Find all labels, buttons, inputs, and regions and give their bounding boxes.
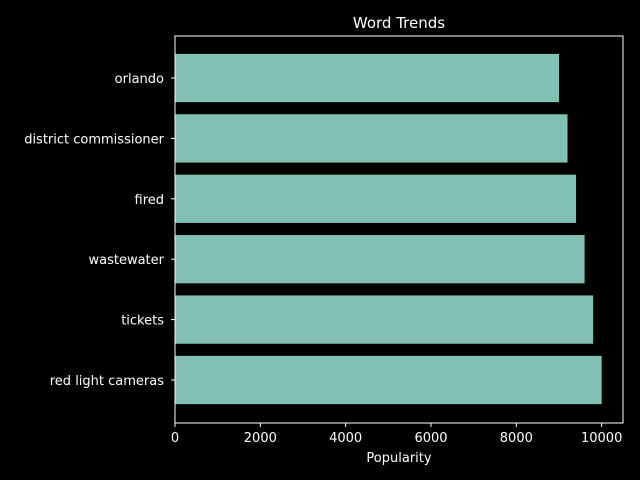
bar <box>175 114 568 163</box>
y-tick-label: district commissioner <box>24 132 164 147</box>
chart-title: Word Trends <box>353 14 445 32</box>
bar <box>175 174 577 223</box>
y-tick-label: orlando <box>115 72 164 87</box>
y-tick-labels: orlando district commissioner fired wastewa… <box>24 72 175 389</box>
bars-group <box>175 53 602 405</box>
y-tick-label: tickets <box>121 314 164 329</box>
bar <box>175 53 559 103</box>
x-tick-label: 2000 <box>244 431 277 446</box>
x-axis-label: Popularity <box>366 451 431 466</box>
x-axis-ticks: 0 2000 4000 6000 8000 10000 <box>171 423 622 446</box>
x-tick-label: 6000 <box>414 431 447 446</box>
x-tick-label: 0 <box>171 431 179 446</box>
bar <box>175 295 594 344</box>
y-tick-label: fired <box>135 193 165 208</box>
bar <box>175 355 602 405</box>
x-tick-label: 8000 <box>500 431 533 446</box>
x-tick-label: 4000 <box>329 431 362 446</box>
bar <box>175 235 585 284</box>
y-tick-label: wastewater <box>88 253 164 268</box>
y-tick-label: red light cameras <box>50 374 164 389</box>
x-tick-label: 10000 <box>581 431 622 446</box>
plot-frame <box>174 35 624 424</box>
